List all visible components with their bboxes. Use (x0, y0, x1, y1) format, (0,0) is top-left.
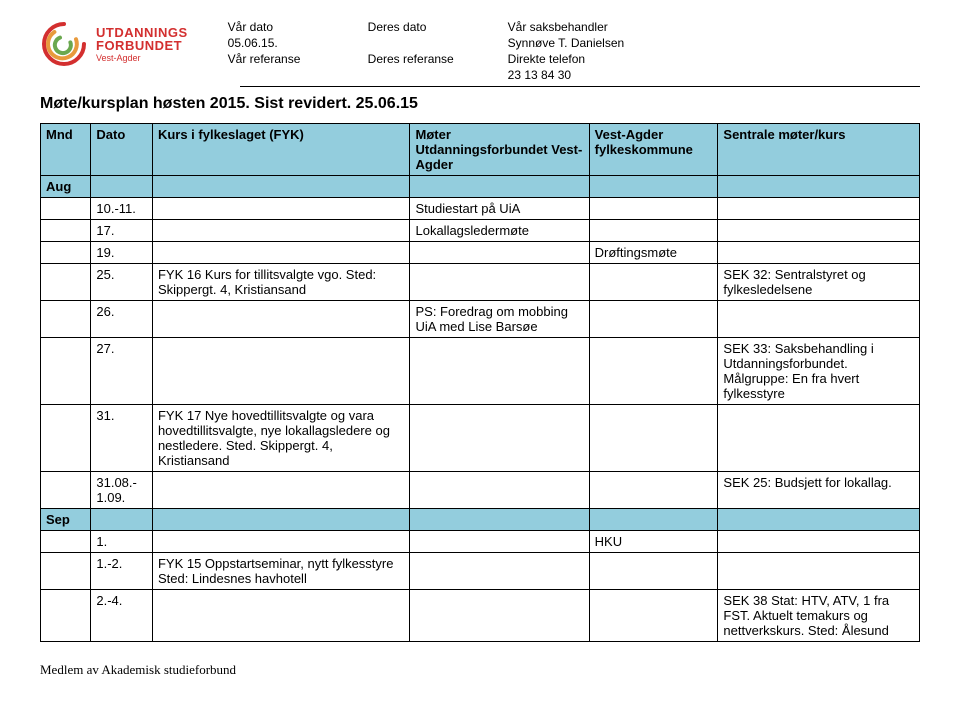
r5-moter: PS: Foredrag om mobbing UiA med Lise Bar… (410, 301, 589, 338)
their-date-value (368, 36, 468, 50)
our-ref-label: Vår referanse (228, 52, 328, 66)
r4-kurs: FYK 16 Kurs for tillitsvalgte vgo. Sted:… (152, 264, 410, 301)
r1-dato: 10.-11. (91, 198, 153, 220)
r7-dato: 31. (91, 405, 153, 472)
table-row: 2.-4. SEK 38 Stat: HTV, ATV, 1 fra FST. … (41, 590, 920, 642)
phone-value: 23 13 84 30 (508, 68, 625, 82)
logo-text: UTDANNINGS FORBUNDET Vest-Agder (96, 26, 188, 63)
r8-dato: 31.08.- 1.09. (91, 472, 153, 509)
col-sent-header: Sentrale møter/kurs (718, 124, 920, 176)
month-row-sep: Sep (41, 509, 920, 531)
header-block: UTDANNINGS FORBUNDET Vest-Agder Vår dato… (40, 20, 920, 82)
r6-sent: SEK 33: Saksbehandling i Utdanningsforbu… (718, 338, 920, 405)
month-sep: Sep (41, 509, 91, 531)
table-row: 1.-2. FYK 15 Oppstartseminar, nytt fylke… (41, 553, 920, 590)
r2-dato: 17. (91, 220, 153, 242)
table-row: 17. Lokallagsledermøte (41, 220, 920, 242)
table-row: 31.08.- 1.09. SEK 25: Budsjett for lokal… (41, 472, 920, 509)
their-ref-label: Deres referanse (368, 52, 468, 66)
meta-col-our: Vår dato 05.06.15. Vår referanse (228, 20, 328, 82)
r9-va: HKU (589, 531, 718, 553)
footer-text: Medlem av Akademisk studieforbund (40, 662, 920, 678)
meta-col-handler: Vår saksbehandler Synnøve T. Danielsen D… (508, 20, 625, 82)
r3-dato: 19. (91, 242, 153, 264)
month-aug: Aug (41, 176, 91, 198)
r11-sent: SEK 38 Stat: HTV, ATV, 1 fra FST. Aktuel… (718, 590, 920, 642)
table-row: 25. FYK 16 Kurs for tillitsvalgte vgo. S… (41, 264, 920, 301)
r10-dato: 1.-2. (91, 553, 153, 590)
r4-sent: SEK 32: Sentralstyret og fylkesledelsene (718, 264, 920, 301)
meta-col-their: Deres dato Deres referanse (368, 20, 468, 82)
table-header-row: Mnd Dato Kurs i fylkeslaget (FYK) Møter … (41, 124, 920, 176)
logo: UTDANNINGS FORBUNDET Vest-Agder (40, 20, 188, 68)
our-date-value: 05.06.15. (228, 36, 328, 50)
r1-moter: Studiestart på UiA (410, 198, 589, 220)
header-divider (240, 86, 920, 87)
table-row: 26. PS: Foredrag om mobbing UiA med Lise… (41, 301, 920, 338)
logo-line1: UTDANNINGS (96, 26, 188, 39)
col-mnd-header: Mnd (41, 124, 91, 176)
table-row: 10.-11. Studiestart på UiA (41, 198, 920, 220)
col-kurs-header: Kurs i fylkeslaget (FYK) (152, 124, 410, 176)
page-title: Møte/kursplan høsten 2015. Sist revidert… (40, 95, 920, 113)
table-row: 31. FYK 17 Nye hovedtillitsvalgte og var… (41, 405, 920, 472)
r8-sent: SEK 25: Budsjett for lokallag. (718, 472, 920, 509)
handler-value: Synnøve T. Danielsen (508, 36, 625, 50)
table-row: 1. HKU (41, 531, 920, 553)
table-row: 19. Drøftingsmøte (41, 242, 920, 264)
meta-columns: Vår dato 05.06.15. Vår referanse Deres d… (228, 20, 920, 82)
schedule-table: Mnd Dato Kurs i fylkeslaget (FYK) Møter … (40, 123, 920, 642)
handler-label: Vår saksbehandler (508, 20, 625, 34)
r10-kurs: FYK 15 Oppstartseminar, nytt fylkesstyre… (152, 553, 410, 590)
r5-dato: 26. (91, 301, 153, 338)
logo-line2: FORBUNDET (96, 39, 188, 52)
r3-va: Drøftingsmøte (589, 242, 718, 264)
table-row: 27. SEK 33: Saksbehandling i Utdanningsf… (41, 338, 920, 405)
col-va-header: Vest-Agder fylkeskommune (589, 124, 718, 176)
r2-moter: Lokallagsledermøte (410, 220, 589, 242)
month-row-aug: Aug (41, 176, 920, 198)
their-date-label: Deres dato (368, 20, 468, 34)
our-date-label: Vår dato (228, 20, 328, 34)
r7-kurs: FYK 17 Nye hovedtillitsvalgte og vara ho… (152, 405, 410, 472)
phone-label: Direkte telefon (508, 52, 625, 66)
r4-dato: 25. (91, 264, 153, 301)
r11-dato: 2.-4. (91, 590, 153, 642)
r9-dato: 1. (91, 531, 153, 553)
logo-line3: Vest-Agder (96, 54, 188, 63)
logo-swirl-icon (40, 20, 88, 68)
col-moter-header: Møter Utdanningsforbundet Vest-Agder (410, 124, 589, 176)
r6-dato: 27. (91, 338, 153, 405)
col-dato-header: Dato (91, 124, 153, 176)
